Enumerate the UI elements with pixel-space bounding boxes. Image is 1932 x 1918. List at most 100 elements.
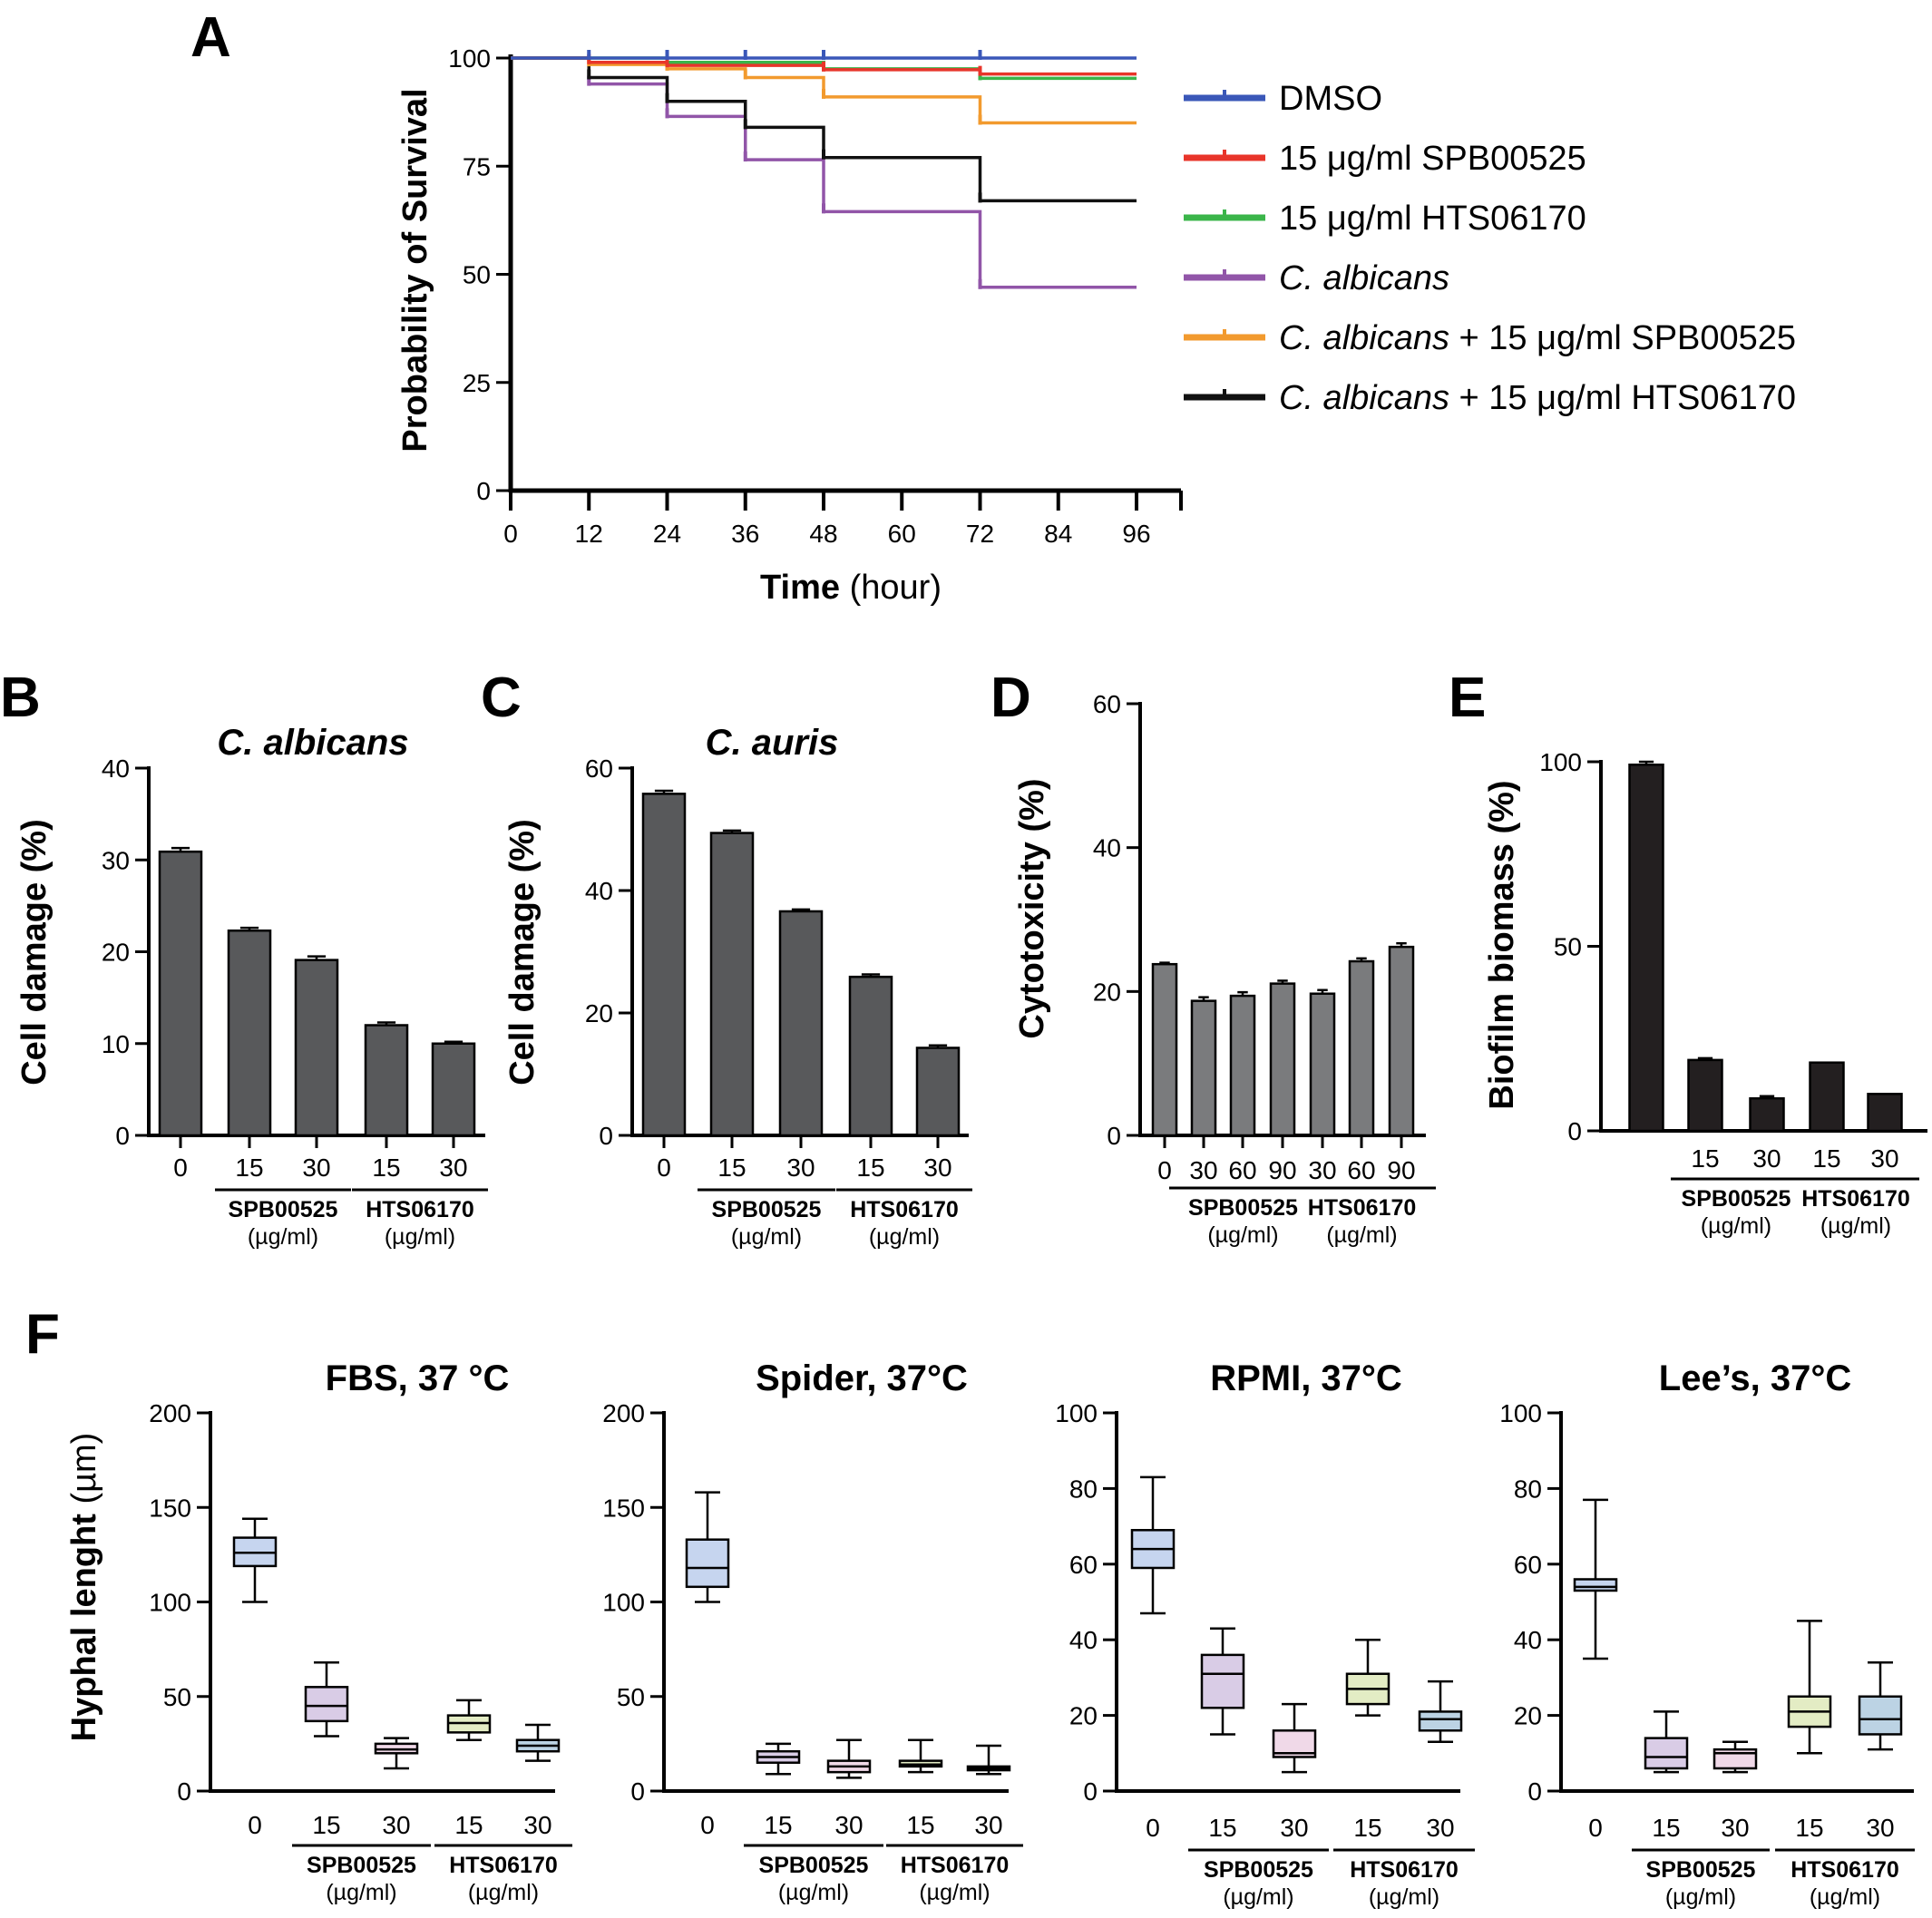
x-tick-label: 60 (1228, 1156, 1256, 1184)
x-tick-label: 15 (235, 1154, 263, 1182)
x-tick-label: 15 (1812, 1144, 1840, 1173)
x-tick-label: 90 (1268, 1156, 1296, 1184)
group-label: SPB00525 (1204, 1857, 1313, 1883)
x-tick-label: 30 (1870, 1144, 1898, 1173)
x-tick-label: 30 (1866, 1814, 1894, 1842)
chart-title: C. albicans (217, 723, 408, 763)
x-tick-label: 24 (653, 520, 681, 548)
group-unit: (µg/ml) (1820, 1213, 1891, 1239)
y-axis-title: Biofilm biomass (%) (1483, 780, 1521, 1109)
x-tick-label: 0 (503, 520, 518, 548)
y-tick-label: 150 (602, 1494, 645, 1522)
y-axis-title: Cell damage (%) (15, 819, 54, 1086)
y-tick-label: 20 (1069, 1702, 1098, 1730)
y-tick-label: 75 (463, 152, 491, 180)
y-tick-label: 80 (1069, 1475, 1098, 1503)
panel-letter-d: D (990, 667, 1031, 729)
y-tick-label: 100 (149, 1589, 191, 1617)
y-tick-label: 100 (1539, 748, 1582, 776)
box (1418, 1710, 1463, 1732)
x-tick-label: 36 (731, 520, 759, 548)
y-tick-label: 10 (102, 1030, 130, 1058)
bar (709, 832, 755, 1137)
x-tick-label: 15 (1353, 1814, 1381, 1842)
y-tick-label: 100 (602, 1589, 645, 1617)
x-tick-label: 15 (764, 1811, 792, 1839)
x-tick-label: 0 (657, 1154, 671, 1182)
x-tick-label: 15 (906, 1811, 934, 1839)
x-tick-label: 15 (1691, 1144, 1719, 1173)
bar (641, 793, 687, 1137)
box (1573, 1578, 1618, 1592)
group-unit: (µg/ml) (468, 1880, 539, 1905)
y-tick-label: 80 (1514, 1475, 1542, 1503)
y-tick-label: 100 (1055, 1399, 1098, 1427)
cell-damage-albicans-chart: 0 10 20 30 40 C. albicans Cell damage (%) 0 15 30… (15, 723, 488, 1250)
group-label: HTS06170 (366, 1197, 474, 1222)
bar (364, 1024, 409, 1137)
bar (778, 910, 824, 1137)
x-tick-label: 30 (523, 1811, 551, 1839)
group-label: SPB00525 (307, 1853, 416, 1878)
x-tick-label: 30 (923, 1154, 951, 1182)
x-tick-label: 60 (1347, 1156, 1375, 1184)
x-tick-label: 30 (1189, 1156, 1217, 1184)
x-tick-label: 0 (1588, 1814, 1603, 1842)
chart-title: Spider, 37°C (756, 1358, 968, 1398)
x-tick-label: 0 (700, 1811, 715, 1839)
bar (1348, 959, 1375, 1137)
x-tick-label: 90 (1387, 1156, 1415, 1184)
y-tick-label: 20 (1514, 1702, 1542, 1730)
legend-label: C. albicans + 15 μg/ml HTS06170 (1279, 379, 1796, 417)
legend-label: 15 μg/ml HTS06170 (1279, 200, 1586, 238)
x-tick-label: 0 (1146, 1814, 1160, 1842)
group-unit: (µg/ml) (1810, 1884, 1880, 1910)
box (1644, 1737, 1689, 1770)
group-label: HTS06170 (449, 1853, 558, 1878)
box (1200, 1653, 1245, 1709)
group-unit: (µg/ml) (1665, 1884, 1736, 1910)
y-tick-label: 50 (617, 1683, 645, 1711)
box (685, 1538, 730, 1589)
x-tick-label: 15 (454, 1811, 483, 1839)
y-tick-label: 50 (163, 1683, 191, 1711)
x-tick-label: 30 (439, 1154, 467, 1182)
x-tick-label: 15 (717, 1154, 746, 1182)
x-tick-label: 30 (1426, 1814, 1454, 1842)
bar (1809, 1061, 1845, 1133)
group-unit: (µg/ml) (919, 1880, 990, 1905)
bar (294, 959, 339, 1137)
x-tick-label: 0 (1157, 1156, 1172, 1184)
y-axis-title: Cytotoxicity (%) (1013, 778, 1051, 1038)
group-label: SPB00525 (759, 1853, 869, 1878)
bar (1628, 764, 1664, 1133)
y-tick-label: 20 (102, 939, 130, 967)
y-tick-label: 100 (1499, 1399, 1542, 1427)
survival-chart: 0 25 50 75 100 0 12 24 36 48 60 72 84 96 Time (hour) Pr… (396, 44, 1796, 607)
bar (915, 1047, 961, 1137)
y-tick-label: 0 (1567, 1117, 1582, 1145)
group-unit: (µg/ml) (1701, 1213, 1771, 1239)
x-tick-label: 48 (809, 520, 837, 548)
y-tick-label: 20 (585, 999, 613, 1027)
y-tick-label: 50 (1554, 933, 1582, 961)
x-tick-label: 96 (1122, 520, 1150, 548)
legend-label: DMSO (1279, 80, 1382, 118)
x-tick-label: 84 (1044, 520, 1072, 548)
y-tick-label: 0 (630, 1777, 645, 1806)
x-tick-label: 30 (1280, 1814, 1308, 1842)
chart-title: RPMI, 37°C (1210, 1358, 1402, 1398)
bar (1151, 962, 1178, 1137)
legend-label: 15 μg/ml SPB00525 (1279, 140, 1586, 178)
x-tick-label: 0 (248, 1811, 262, 1839)
chart-title: Lee’s, 37°C (1659, 1358, 1851, 1398)
hyphal-lees-chart: 0 20 40 60 80 100 Lee’s, 37°C 0 15 30 15 30 SPB00525… (1499, 1358, 1915, 1910)
group-label: SPB00525 (712, 1197, 822, 1222)
bar (431, 1042, 476, 1137)
y-tick-label: 60 (1093, 690, 1121, 718)
x-axis-title: Time (hour) (760, 569, 942, 607)
group-unit: (µg/ml) (778, 1880, 849, 1905)
group-label: HTS06170 (901, 1853, 1010, 1878)
